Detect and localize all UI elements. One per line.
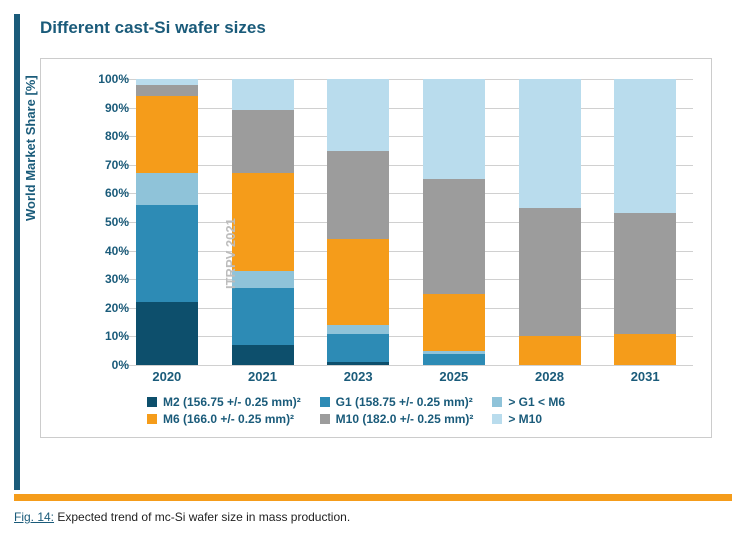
y-tick-label: 50% [69,215,129,229]
legend-label: M6 (166.0 +/- 0.25 mm)² [163,412,294,426]
legend-label: > G1 < M6 [508,395,565,409]
bar-segment-M6 [327,239,389,325]
page: Different cast-Si wafer sizes World Mark… [0,0,745,537]
legend: M2 (156.75 +/- 0.25 mm)² G1 (158.75 +/- 0… [141,391,671,433]
bar-segment-gtM10 [614,79,676,213]
grid-line [119,222,693,223]
x-tick-label: 2023 [327,369,389,384]
bar-segment-G1 [136,205,198,302]
bar-segment-gtM10 [519,79,581,208]
bar-segment-G1_M6 [423,351,485,354]
legend-row: M6 (166.0 +/- 0.25 mm)² M10 (182.0 +/- 0.… [147,412,665,426]
bar-segment-M2 [232,345,294,365]
y-tick-label: 30% [69,272,129,286]
grid-line [119,108,693,109]
y-tick-label: 80% [69,129,129,143]
legend-row: M2 (156.75 +/- 0.25 mm)² G1 (158.75 +/- 0… [147,395,665,409]
grid-line [119,193,693,194]
bar-segment-M2 [327,362,389,365]
bar-segment-gtM10 [423,79,485,179]
y-tick-label: 100% [69,72,129,86]
bar-segment-gtM10 [327,79,389,151]
legend-item: > M10 [492,412,665,426]
bar-segment-G1 [232,288,294,345]
bar-segment-M10 [614,213,676,333]
bar-segment-M6 [614,334,676,365]
watermark-text: ITRPV 2021 [223,218,238,289]
bar-segment-G1 [423,354,485,365]
bottom-accent-rule [14,494,732,501]
bar-segment-G1 [327,334,389,363]
bar-segment-M6 [519,336,581,365]
legend-swatch [492,414,502,424]
legend-item: G1 (158.75 +/- 0.25 mm)² [320,395,493,409]
bar-segment-M6 [136,96,198,173]
legend-label: > M10 [508,412,542,426]
figure-caption: Fig. 14: Expected trend of mc-Si wafer s… [14,510,350,524]
legend-label: G1 (158.75 +/- 0.25 mm)² [336,395,473,409]
left-accent-rule [14,14,20,490]
bar-column [614,79,676,365]
bar-column [423,79,485,365]
bar-column [519,79,581,365]
bar-column [136,79,198,365]
grid-line [119,79,693,80]
legend-item: M2 (156.75 +/- 0.25 mm)² [147,395,320,409]
bar-segment-M10 [232,110,294,173]
chart-area: World Market Share [%] ITRPV 2021 M2 (15… [40,58,712,438]
legend-swatch [492,397,502,407]
bar-segment-M10 [519,208,581,337]
figure-caption-text: Expected trend of mc-Si wafer size in ma… [54,510,350,524]
y-tick-label: 0% [69,358,129,372]
legend-item: M6 (166.0 +/- 0.25 mm)² [147,412,320,426]
grid-line [119,251,693,252]
x-tick-label: 2031 [614,369,676,384]
bar-segment-M10 [136,85,198,96]
bar-segment-M2 [136,302,198,365]
bar-segment-G1_M6 [232,271,294,288]
y-tick-label: 60% [69,186,129,200]
grid-line [119,308,693,309]
bar-segment-gtM10 [232,79,294,110]
figure-ref: Fig. 14: [14,510,54,524]
grid-line [119,136,693,137]
x-tick-label: 2028 [519,369,581,384]
bar-segment-M10 [423,179,485,293]
y-tick-label: 70% [69,158,129,172]
bar-column [327,79,389,365]
bar-segment-M10 [327,151,389,240]
legend-item: M10 (182.0 +/- 0.25 mm)² [320,412,493,426]
legend-label: M2 (156.75 +/- 0.25 mm)² [163,395,301,409]
grid-line [119,336,693,337]
legend-swatch [320,414,330,424]
bar-segment-gtM10 [136,79,198,85]
bar-segment-M6 [232,173,294,270]
y-axis-title: World Market Share [%] [23,75,38,221]
legend-label: M10 (182.0 +/- 0.25 mm)² [336,412,474,426]
chart-title: Different cast-Si wafer sizes [40,18,266,38]
y-tick-label: 20% [69,301,129,315]
legend-swatch [147,414,157,424]
grid-line [119,365,693,366]
bar-column [232,79,294,365]
x-tick-label: 2021 [232,369,294,384]
legend-swatch [320,397,330,407]
grid-line [119,165,693,166]
x-tick-label: 2025 [423,369,485,384]
x-tick-label: 2020 [136,369,198,384]
bar-segment-M6 [423,294,485,351]
y-tick-label: 90% [69,101,129,115]
plot-region [119,79,693,365]
y-tick-label: 10% [69,329,129,343]
bar-segment-G1_M6 [327,325,389,334]
legend-swatch [147,397,157,407]
legend-item: > G1 < M6 [492,395,665,409]
y-tick-label: 40% [69,244,129,258]
grid-line [119,279,693,280]
bar-segment-G1_M6 [136,173,198,204]
